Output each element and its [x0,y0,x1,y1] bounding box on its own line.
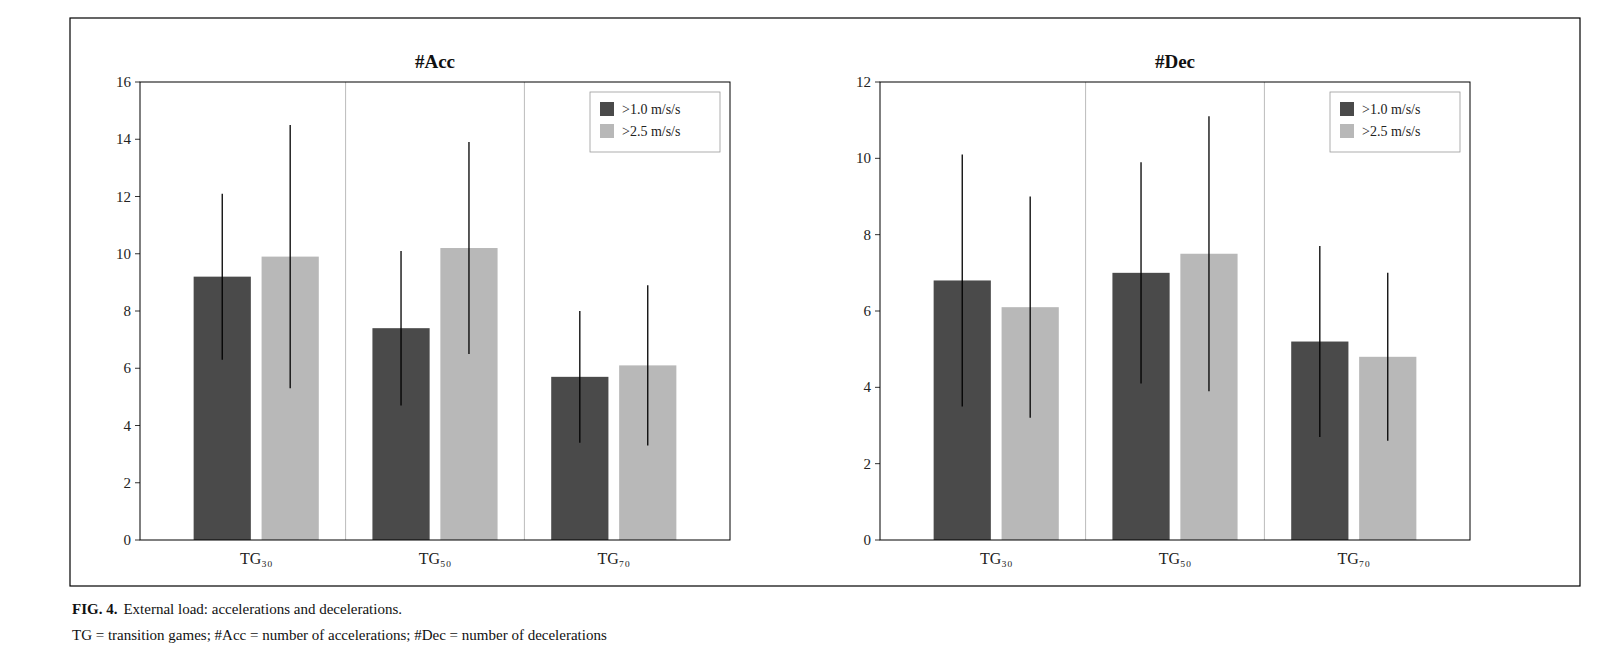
error-bar [290,125,291,388]
y-tick-label: 2 [124,475,132,491]
legend-swatch [1340,124,1354,138]
figure: 0246810121416TG₃₀TG₅₀TG₇₀#Acc>1.0 m/s/s>… [0,0,1600,658]
x-tick-label: TG₅₀ [419,550,451,567]
y-tick-label: 12 [116,189,131,205]
caption-label: FIG. 4. [72,601,118,617]
y-tick [875,158,880,159]
error-bar [1140,162,1141,383]
y-tick-label: 10 [116,246,131,262]
legend-swatch [600,102,614,116]
y-tick-label: 6 [124,360,132,376]
legend-label: >2.5 m/s/s [1362,124,1420,139]
error-bar [400,251,401,406]
panel: 0246810121416TG₃₀TG₅₀TG₇₀#Acc>1.0 m/s/s>… [116,51,730,567]
legend-frame [590,92,720,152]
y-tick [135,368,140,369]
group-divider [1085,82,1086,540]
error-bar [468,142,469,354]
legend-frame [1330,92,1460,152]
plot-area [140,82,730,540]
panel: 0 2 4 6 8 10 12 TG₃₀ TG₅₀ TG₇₀ #Dec >1.0 m/s/s >2.5 … [856,51,1470,567]
caption-note: TG = transition games; #Acc = number of … [72,627,607,643]
y-tick-label: 16 [116,74,132,90]
y-tick-label: 8 [124,303,132,319]
y-tick-label: 0 [864,532,872,548]
marks [934,116,1417,540]
y-tick-label: 12 [856,74,871,90]
y-tick [135,253,140,254]
error-bar [647,285,648,445]
error-bar [579,311,580,443]
y-tick [135,311,140,312]
error-bar [962,155,963,407]
y-tick-label: 6 [864,303,872,319]
plot-frame [880,82,1470,540]
chart-title: #Dec [1155,51,1195,72]
y-tick [875,311,880,312]
legend-swatch [600,124,614,138]
error-bar [1208,116,1209,391]
x-tick-label: TG₇₀ [1338,550,1370,567]
chart-title: #Acc [415,51,455,72]
y-tick [875,82,880,83]
y-tick [875,234,880,235]
y-tick-label: 4 [864,379,872,395]
plot-frame [140,82,730,540]
y-tick-label: 2 [864,456,872,472]
legend-label: >2.5 m/s/s [622,124,680,139]
y-tick [135,425,140,426]
group-divider [345,82,346,540]
y-tick [875,463,880,464]
error-bar [1030,197,1031,418]
caption-text: External load: accelerations and deceler… [123,601,402,617]
legend-label: >1.0 m/s/s [622,102,680,117]
error-bar [222,194,223,360]
legend-swatch [1340,102,1354,116]
y-tick [135,139,140,140]
legend-label: >1.0 m/s/s [1362,102,1420,117]
y-tick-label: 14 [116,131,132,147]
y-tick [135,82,140,83]
x-tick-label: TG₅₀ [1159,550,1191,567]
y-tick [875,540,880,541]
marks [194,125,677,540]
error-bar [1319,246,1320,437]
y-tick-label: 8 [864,227,872,243]
y-tick-label: 4 [124,418,132,434]
x-tick-label: TG₃₀ [980,550,1012,567]
plot-area [880,82,1470,540]
legend: >1.0 m/s/s >2.5 m/s/s [1330,92,1460,152]
legend: >1.0 m/s/s >2.5 m/s/s [590,92,720,152]
y-tick [135,196,140,197]
caption: FIG. 4. External load: accelerations and … [72,601,402,617]
group-divider [1264,82,1265,540]
error-bar [1387,273,1388,441]
y-tick-label: 0 [124,532,132,548]
group-divider [524,82,525,540]
outer-border [70,18,1580,586]
y-tick [875,387,880,388]
y-tick [135,482,140,483]
y-tick-label: 10 [856,150,871,166]
x-tick-label: TG₇₀ [598,550,630,567]
x-tick-label: TG₃₀ [240,550,272,567]
y-tick [135,540,140,541]
